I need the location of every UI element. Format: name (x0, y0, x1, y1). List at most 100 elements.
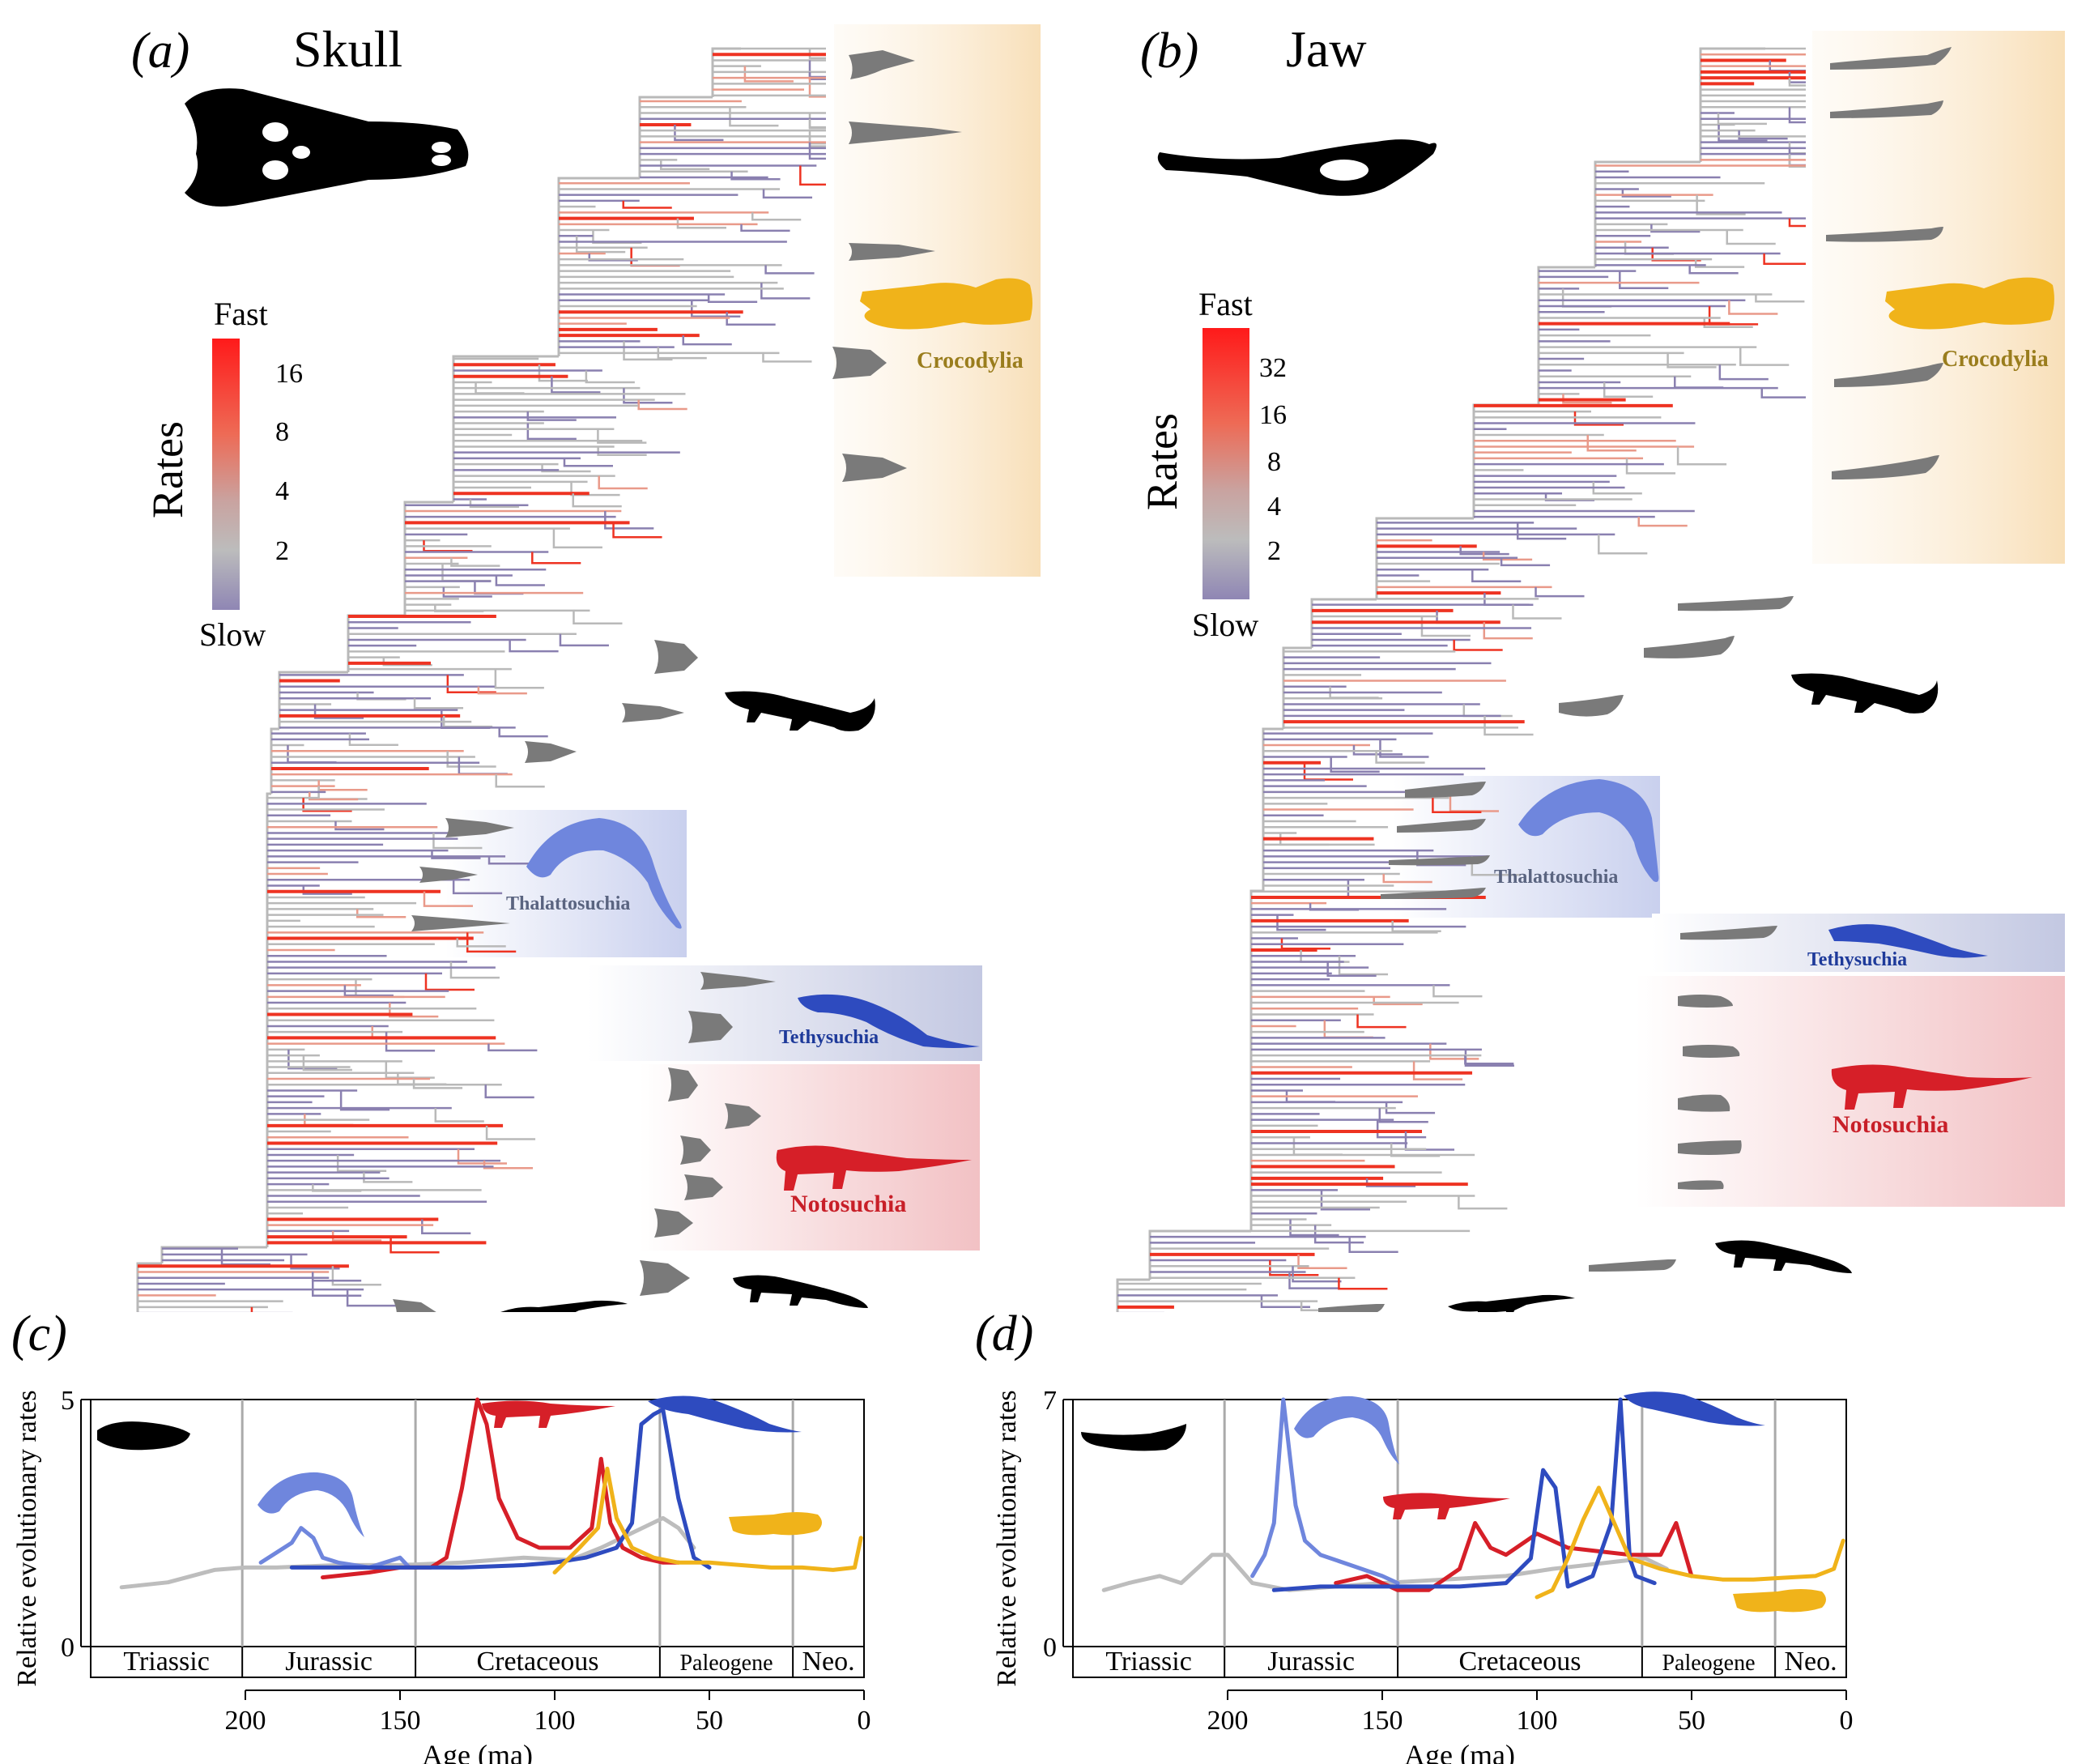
chart-d-y-tick-label: 0 (1043, 1633, 1057, 1663)
crocodile-silhouette-icon-b (1885, 277, 2054, 330)
rate-chart-skull: Triassic Jurassic Cretaceous Paleogene Neo.0… (12, 1386, 871, 1764)
phylogeny-tree-jaw (1116, 47, 1806, 1312)
clade-label-crocodylia-b: Crocodylia (1942, 347, 2049, 372)
clade-label-notosuchia-a: Notosuchia (790, 1191, 907, 1217)
clade-label-crocodylia-a: Crocodylia (917, 348, 1024, 373)
chart-d-y-axis-title: Relative evolutionary rates (992, 1390, 1022, 1686)
chart-d-y-tick-label: 7 (1043, 1386, 1057, 1416)
chart-d-series-line (1334, 1521, 1694, 1592)
chart-c-period-label: Paleogene (679, 1651, 773, 1676)
chart-d-plot-frame (1072, 1399, 1847, 1678)
legend-b-tick: 16 (1259, 400, 1287, 430)
chart-d-period-label: Paleogene (1662, 1651, 1755, 1676)
legend-b-fast: Fast (1198, 286, 1253, 322)
legend-b-tick: 8 (1267, 447, 1281, 477)
chart-c-period-label: Triassic (123, 1647, 209, 1677)
chart-d-x-tick-label: 100 (1517, 1706, 1558, 1736)
clade-label-tethysuchia-b: Tethysuchia (1807, 949, 1908, 970)
legend-b-slow: Slow (1192, 607, 1259, 643)
jaw-silhouette-icon (1081, 1424, 1186, 1451)
crocodile-silhouette-icon (860, 278, 1032, 330)
clade-label-thalattosuchia-b: Thalattosuchia (1494, 867, 1619, 888)
panel-title-a: Skull (293, 20, 403, 78)
chart-c-period-label: Neo. (802, 1647, 854, 1677)
panel-letter-a: (a) (131, 23, 190, 79)
chart-c-y-tick-label: 5 (61, 1386, 74, 1416)
notosuchian-silhouette-icon (1383, 1493, 1510, 1519)
chart-d-series-line (1271, 1397, 1657, 1592)
phylogeny-figure (136, 24, 2065, 1312)
chart-d-period-label: Cretaceous (1458, 1647, 1581, 1677)
tethysuchian-silhouette-icon (1624, 1391, 1765, 1426)
legend-b-title: Rates (1138, 413, 1186, 510)
thalattosuchian-silhouette-icon (1294, 1395, 1399, 1464)
tethysuchian-silhouette-icon (648, 1395, 802, 1433)
panel-letter-b: (b) (1140, 23, 1199, 79)
legend-a-title: Rates (143, 421, 192, 518)
tethysuchia-panel-b (1652, 914, 2065, 972)
chart-c-period-label: Cretaceous (476, 1647, 598, 1677)
grey-skull-icons-a (393, 50, 962, 1312)
legend-a-tick: 16 (275, 359, 303, 389)
chart-c-series-line (552, 1466, 863, 1574)
legend-a-tick: 8 (275, 417, 289, 447)
crocodile-silhouette-icon (1733, 1589, 1826, 1613)
chart-d-series-line (1250, 1397, 1400, 1586)
notosuchian-silhouette-icon (482, 1400, 615, 1428)
legend-a-tick: 2 (275, 536, 289, 566)
chart-d-x-axis-title: Age (ma) (1404, 1739, 1515, 1764)
chart-c-series-line (258, 1526, 411, 1570)
panel-letter-c: (c) (11, 1306, 67, 1361)
crocodile-silhouette-icon (729, 1512, 822, 1536)
legend-a-fast: Fast (214, 296, 268, 332)
chart-c-series-line (289, 1407, 712, 1570)
chart-d-x-tick-label: 0 (1840, 1706, 1854, 1736)
chart-d-x-tick-label: 150 (1362, 1706, 1403, 1736)
skull-silhouette-icon (185, 88, 469, 207)
thalattosuchian-silhouette-icon (258, 1472, 364, 1537)
legend-a-tick: 4 (275, 476, 289, 506)
panel-title-b: Jaw (1286, 20, 1367, 78)
plesiosaur-like-thalattosuchian-icon (526, 818, 682, 929)
chart-c-x-tick-label: 50 (696, 1706, 723, 1736)
clade-label-tethysuchia-a: Tethysuchia (779, 1027, 879, 1048)
chart-d-x-tick-label: 200 (1207, 1706, 1249, 1736)
notosuchian-silhouette-icon (776, 1145, 972, 1191)
skull-silhouette-icon (97, 1421, 190, 1451)
chart-c-x-axis-title: Age (ma) (422, 1739, 533, 1764)
legend-a-slow: Slow (199, 616, 266, 653)
chart-c-x-tick-label: 200 (225, 1706, 266, 1736)
black-croc-silhouette-icon (500, 691, 875, 1312)
chart-c-x-tick-label: 0 (858, 1706, 871, 1736)
clade-label-notosuchia-b: Notosuchia (1832, 1111, 1949, 1138)
legend-b-tick: 32 (1259, 353, 1287, 383)
chart-c-x-tick-label: 150 (380, 1706, 421, 1736)
tethysuchian-silhouette-icon (798, 994, 980, 1048)
notosuchian-silhouette-icon-b (1831, 1064, 2033, 1110)
rate-colorbar-b (1203, 328, 1249, 599)
chart-c-x-tick-label: 100 (534, 1706, 576, 1736)
chart-c-y-tick-label: 0 (61, 1633, 74, 1663)
chart-d-series-line (1535, 1485, 1845, 1600)
chart-c-plot-frame (90, 1399, 865, 1678)
chart-c-series-line (119, 1515, 696, 1590)
jaw-silhouette-icon (1157, 139, 1437, 196)
phylogeny-tree-skull (136, 47, 826, 1312)
rate-legend-b (1203, 328, 1249, 599)
chart-d-x-tick-label: 50 (1678, 1706, 1705, 1736)
panel-letter-d: (d) (975, 1306, 1034, 1361)
clade-label-thalattosuchia-a: Thalattosuchia (506, 893, 631, 914)
legend-b-tick: 2 (1267, 536, 1281, 566)
chart-c-y-axis-title: Relative evolutionary rates (12, 1390, 42, 1686)
tethysuchia-panel-a (587, 965, 982, 1061)
rate-legend-a (212, 339, 240, 610)
black-croc-silhouette-icon-b (1448, 673, 1939, 1312)
chart-d-period-label: Jurassic (1267, 1647, 1355, 1677)
tethysuchian-silhouette-icon-b (1828, 924, 1988, 958)
chart-c-period-label: Jurassic (285, 1647, 372, 1677)
rate-colorbar-a (212, 339, 240, 610)
grey-jaw-icons-b (1318, 47, 1952, 1312)
rate-chart-jaw: Triassic Jurassic Cretaceous Paleogene Neo.0… (992, 1386, 1854, 1764)
chart-d-period-label: Triassic (1105, 1647, 1191, 1677)
thalattosuchian-silhouette-icon-b (1518, 779, 1659, 882)
